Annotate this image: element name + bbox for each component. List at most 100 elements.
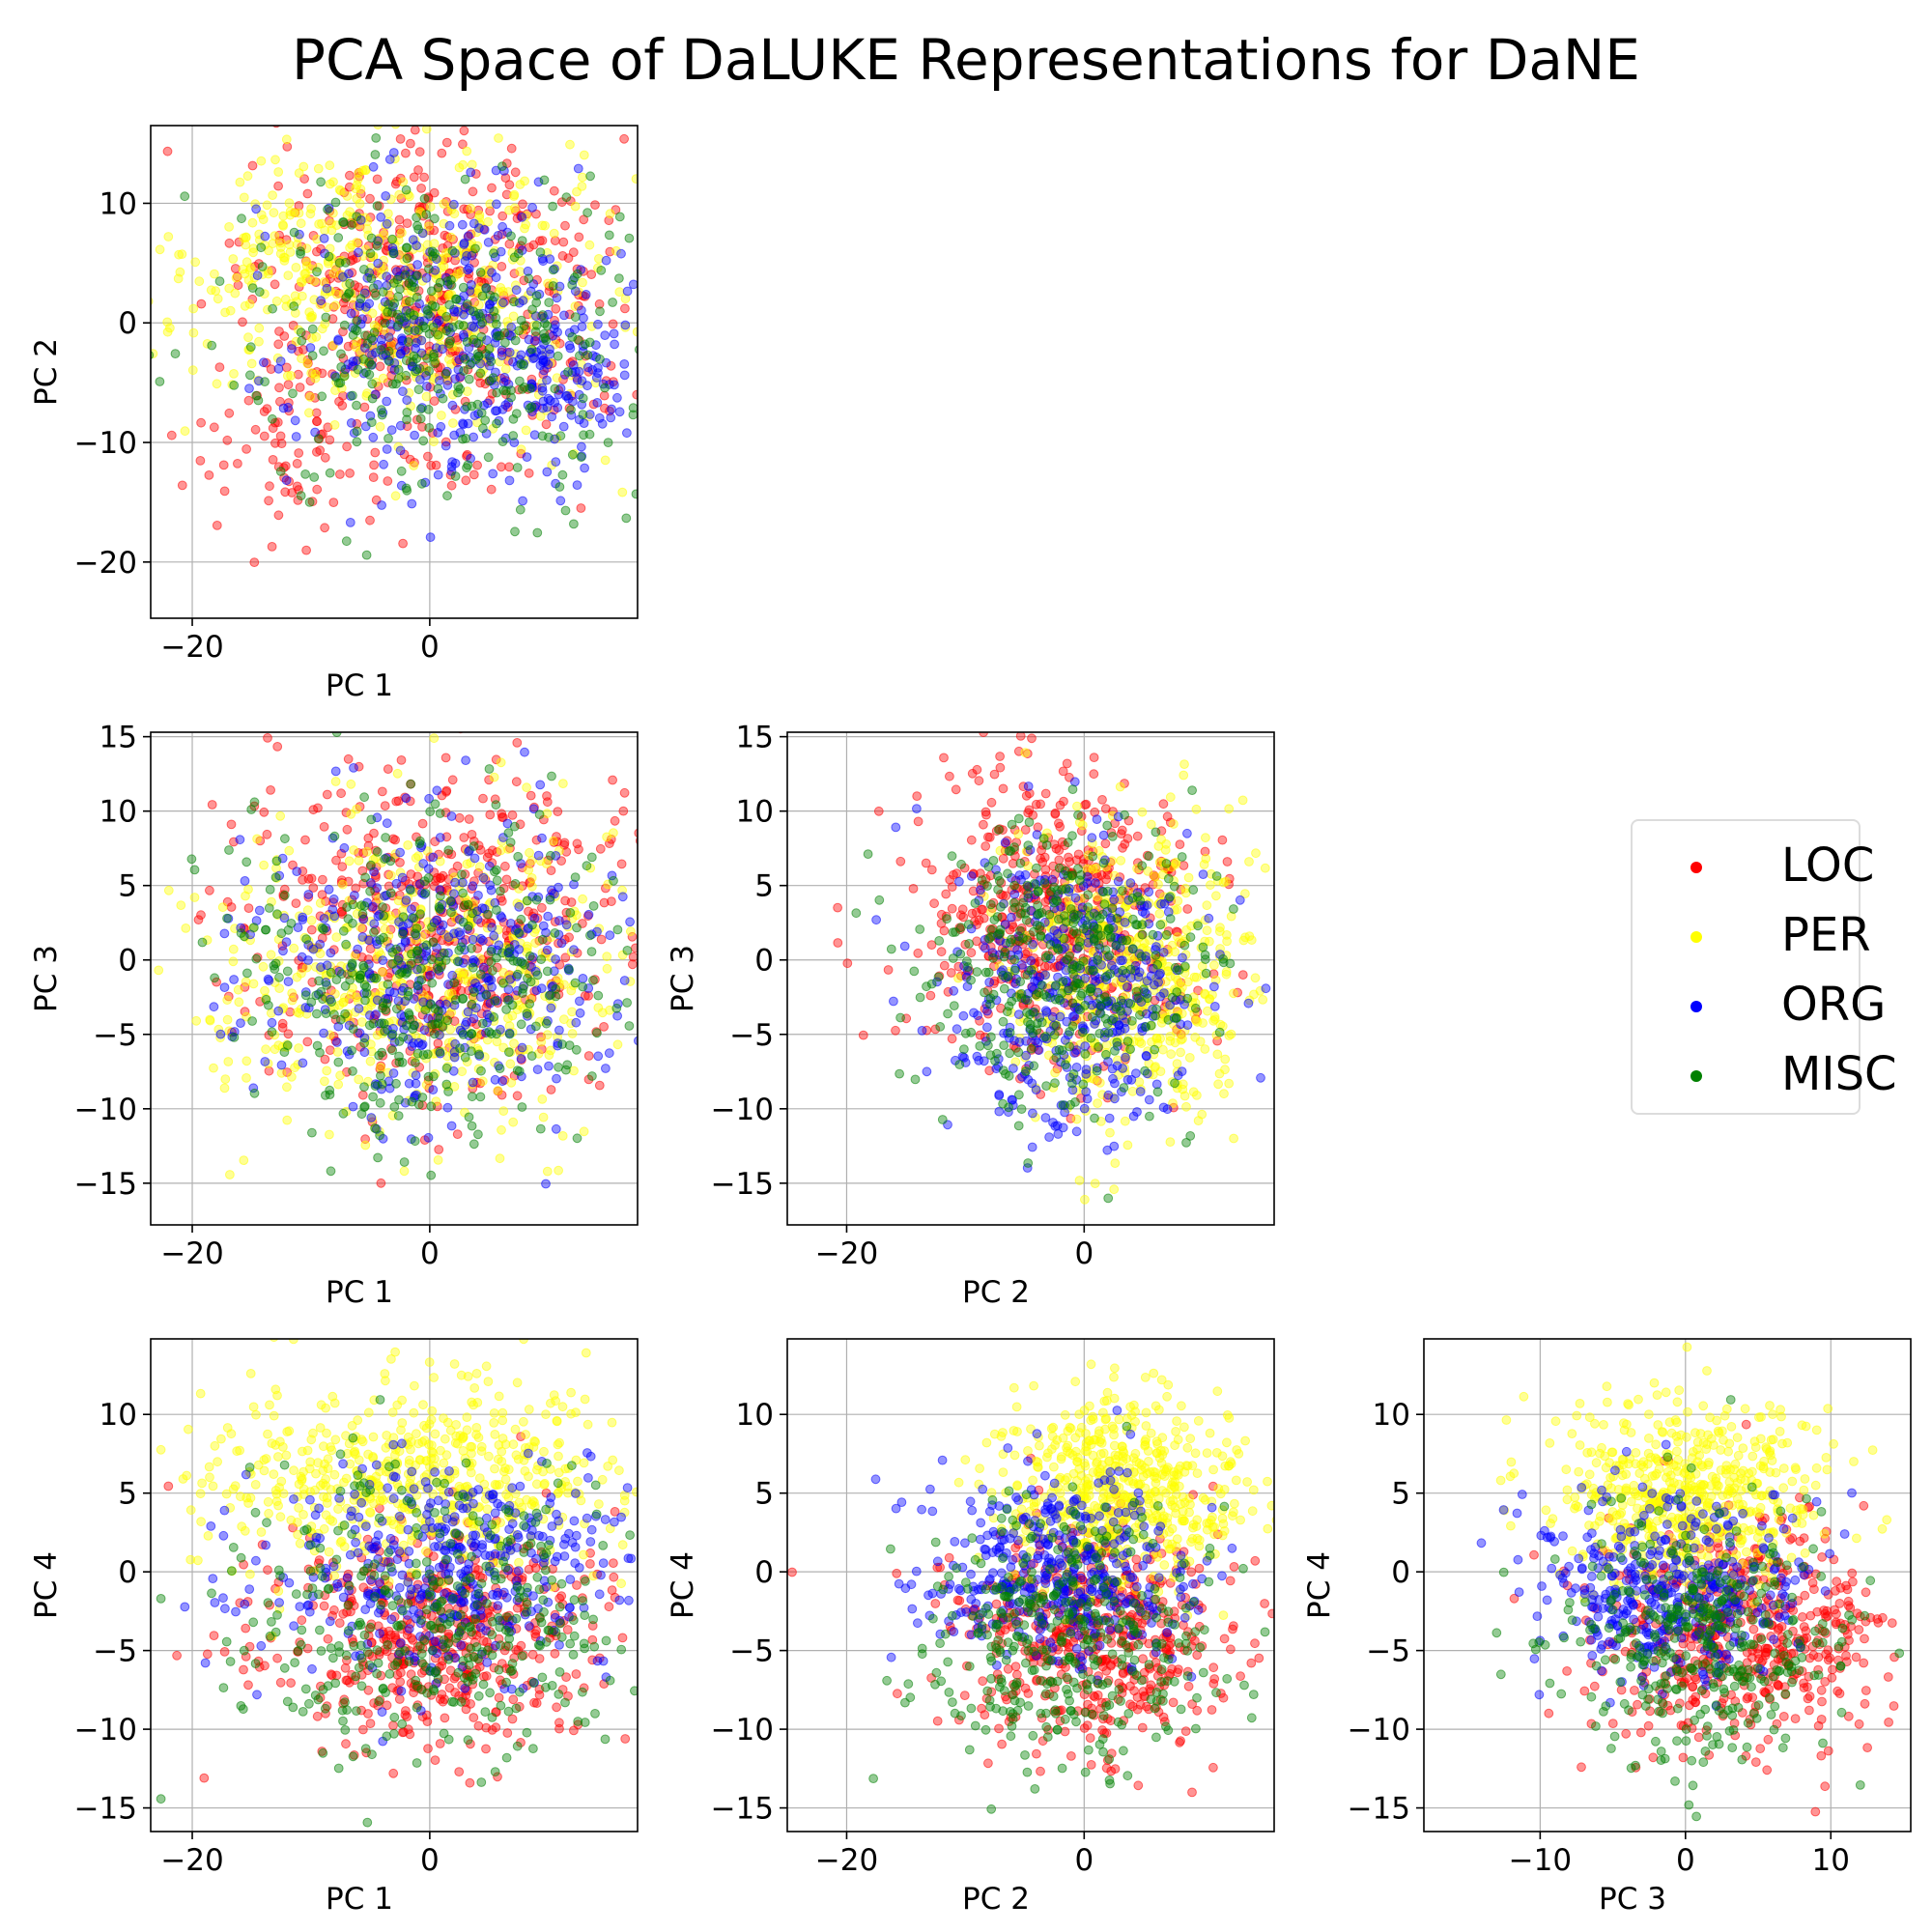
data-point xyxy=(212,379,222,389)
data-point xyxy=(355,294,366,304)
data-point xyxy=(188,303,199,314)
data-point xyxy=(947,903,957,914)
data-point xyxy=(312,267,322,277)
data-point xyxy=(249,797,260,808)
data-point xyxy=(225,1170,235,1179)
data-point xyxy=(412,220,422,231)
data-point xyxy=(496,757,506,768)
data-point xyxy=(1110,1158,1121,1168)
data-point xyxy=(951,784,961,795)
data-point xyxy=(578,981,588,992)
data-point xyxy=(377,1047,387,1058)
data-point xyxy=(427,246,438,257)
data-point xyxy=(250,424,261,435)
data-point xyxy=(612,924,623,935)
data-point xyxy=(345,170,355,181)
data-point xyxy=(571,1017,582,1028)
data-point xyxy=(305,343,316,353)
data-point xyxy=(660,854,668,863)
data-point xyxy=(180,426,190,437)
data-point xyxy=(401,148,411,158)
data-point xyxy=(1179,1091,1190,1101)
data-point xyxy=(267,1017,277,1028)
data-point xyxy=(567,280,578,290)
data-point xyxy=(366,860,376,870)
data-point xyxy=(325,1129,334,1140)
data-point xyxy=(411,1070,421,1080)
data-point xyxy=(410,126,420,135)
data-point xyxy=(382,218,392,229)
data-point xyxy=(435,833,445,842)
data-point xyxy=(602,952,612,962)
data-point xyxy=(372,241,383,251)
data-point xyxy=(514,927,524,938)
data-point xyxy=(267,542,277,552)
data-point xyxy=(453,342,463,353)
data-point xyxy=(270,231,280,242)
data-point xyxy=(497,462,506,472)
data-point xyxy=(1183,872,1194,883)
data-point xyxy=(547,885,556,895)
data-point xyxy=(774,1110,782,1119)
data-point xyxy=(315,898,326,908)
data-point xyxy=(475,268,486,277)
data-point xyxy=(527,203,537,213)
data-point xyxy=(333,1057,344,1067)
data-point xyxy=(312,447,322,457)
data-point xyxy=(281,937,292,947)
data-point xyxy=(567,1007,577,1017)
data-point xyxy=(533,850,544,861)
data-point xyxy=(226,819,237,830)
data-point xyxy=(296,327,306,338)
data-point xyxy=(376,1178,386,1188)
data-point xyxy=(1050,808,1061,818)
data-point xyxy=(683,1038,692,1047)
data-point xyxy=(521,219,531,230)
data-point xyxy=(401,355,412,366)
data-point xyxy=(360,1140,371,1151)
data-point xyxy=(335,1070,346,1081)
data-point xyxy=(488,469,498,479)
data-point xyxy=(1224,1078,1235,1089)
data-point xyxy=(512,1065,523,1075)
data-point xyxy=(503,828,514,838)
data-point xyxy=(170,349,181,359)
data-point xyxy=(438,920,448,930)
data-point xyxy=(470,243,480,254)
data-point xyxy=(369,828,379,838)
data-point xyxy=(364,369,375,380)
data-point xyxy=(189,865,200,875)
data-point xyxy=(346,308,356,319)
data-point xyxy=(459,204,469,214)
data-point xyxy=(602,963,612,974)
data-point xyxy=(628,952,638,962)
data-point xyxy=(474,223,484,234)
data-point xyxy=(462,299,472,309)
data-point xyxy=(376,1063,386,1072)
data-point xyxy=(1202,900,1212,911)
data-point xyxy=(577,441,586,452)
data-point xyxy=(569,945,579,955)
data-point xyxy=(518,496,527,506)
data-point xyxy=(272,89,281,98)
data-point xyxy=(191,1015,202,1026)
data-point xyxy=(423,872,434,883)
data-point xyxy=(348,1024,358,1034)
data-point xyxy=(1191,804,1202,814)
data-point xyxy=(467,943,477,953)
data-point xyxy=(245,342,256,353)
data-point xyxy=(1203,1006,1212,1016)
data-point xyxy=(464,921,473,931)
data-point xyxy=(349,763,358,773)
data-point xyxy=(727,259,736,268)
data-point xyxy=(554,1062,563,1072)
data-point xyxy=(440,753,451,763)
data-point xyxy=(174,249,185,260)
data-point xyxy=(435,809,445,818)
data-point xyxy=(587,1071,597,1081)
data-point xyxy=(248,247,259,258)
data-point xyxy=(516,1019,526,1030)
data-point xyxy=(544,1061,554,1071)
data-point xyxy=(333,378,344,388)
data-point xyxy=(290,415,300,426)
